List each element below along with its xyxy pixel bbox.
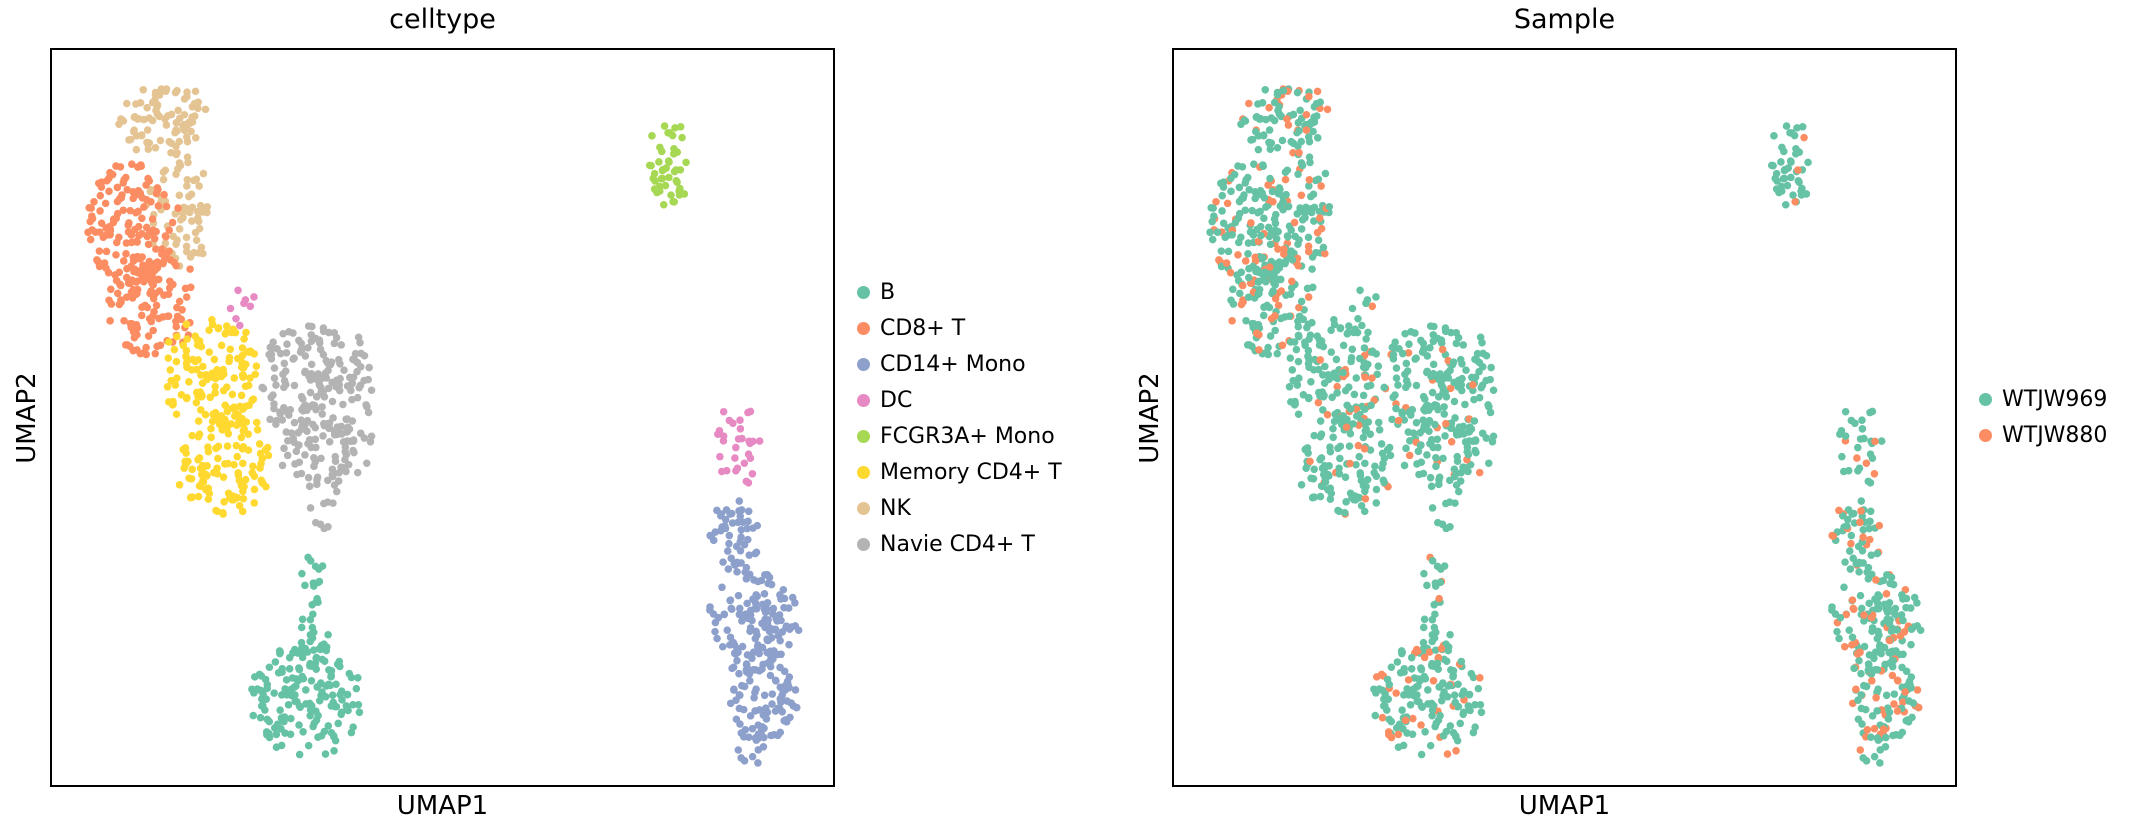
- sample-points-memory-cd4-t: [1285, 315, 1395, 518]
- legend-sample: WTJW969 WTJW880: [1979, 381, 2107, 453]
- legend-label: CD8+ T: [880, 315, 966, 341]
- cluster-points-cd8-t: [84, 160, 195, 359]
- cluster-points-dc: [226, 286, 764, 487]
- legend-label: Navie CD4+ T: [880, 531, 1035, 557]
- cluster-points-memory-cd4-t: [163, 315, 273, 518]
- legend-label: CD14+ Mono: [880, 351, 1026, 377]
- legend-item-cd8-t: CD8+ T: [857, 310, 1062, 346]
- legend-swatch-icon: [857, 501, 870, 515]
- legend-item-fcgr3a-mono: FCGR3A+ Mono: [857, 418, 1062, 454]
- legend-label: WTJW880: [2002, 422, 2108, 448]
- sample-points-dc: [1348, 286, 1886, 487]
- legend-item-wtjw969: WTJW969: [1979, 381, 2107, 417]
- umap-scatter-celltype: [84, 85, 803, 767]
- legend-celltype: B CD8+ T CD14+ Mono DC FCGR3A+ Mono Memory CD…: [857, 274, 1062, 562]
- legend-swatch-icon: [1979, 392, 1992, 406]
- legend-label: DC: [880, 387, 913, 413]
- legend-swatch-icon: [857, 393, 870, 407]
- legend-label: FCGR3A+ Mono: [880, 423, 1055, 449]
- legend-label: Memory CD4+ T: [880, 459, 1062, 485]
- sample-points-nk: [1237, 85, 1334, 270]
- legend-swatch-icon: [857, 537, 870, 551]
- legend-swatch-icon: [857, 429, 870, 443]
- sample-points-cd14-mono: [1828, 497, 1925, 767]
- legend-item-memory-cd4-t: Memory CD4+ T: [857, 454, 1062, 490]
- cluster-points-cd14-mono: [706, 497, 803, 767]
- sample-points-navie-cd4-t: [1380, 322, 1498, 533]
- legend-item-wtjw880: WTJW880: [1979, 417, 2107, 453]
- sample-points-b: [1370, 553, 1486, 759]
- panel-title-celltype: celltype: [389, 4, 496, 35]
- legend-swatch-icon: [857, 465, 870, 479]
- plot-area-celltype: [50, 48, 835, 787]
- legend-item-cd14-mono: CD14+ Mono: [857, 346, 1062, 382]
- legend-item-dc: DC: [857, 382, 1062, 418]
- legend-swatch-icon: [857, 321, 870, 335]
- sample-points-cd8-t: [1206, 160, 1317, 359]
- yaxis-label-celltype: UMAP2: [12, 372, 42, 464]
- sample-points-fcgr3a-mono: [1767, 122, 1812, 209]
- umap-scatter-sample: [1206, 85, 1925, 767]
- yaxis-label-sample: UMAP2: [1135, 372, 1165, 464]
- legend-swatch-icon: [857, 357, 870, 371]
- panel-title-sample: Sample: [1513, 4, 1616, 35]
- xaxis-label-celltype: UMAP1: [396, 791, 489, 821]
- legend-swatch-icon: [1979, 428, 1992, 442]
- legend-item-navie-cd4-t: Navie CD4+ T: [857, 526, 1062, 562]
- legend-item-nk: NK: [857, 490, 1062, 526]
- legend-label: NK: [880, 495, 911, 521]
- legend-item-b: B: [857, 274, 1062, 310]
- cluster-points-nk: [115, 85, 212, 270]
- plot-area-sample: [1172, 48, 1957, 787]
- cluster-points-b: [248, 553, 364, 759]
- legend-label: WTJW969: [2002, 386, 2108, 412]
- legend-swatch-icon: [857, 285, 870, 299]
- cluster-points-navie-cd4-t: [258, 322, 376, 533]
- cluster-points-fcgr3a-mono: [645, 122, 690, 209]
- legend-label: B: [880, 279, 896, 305]
- xaxis-label-sample: UMAP1: [1518, 791, 1611, 821]
